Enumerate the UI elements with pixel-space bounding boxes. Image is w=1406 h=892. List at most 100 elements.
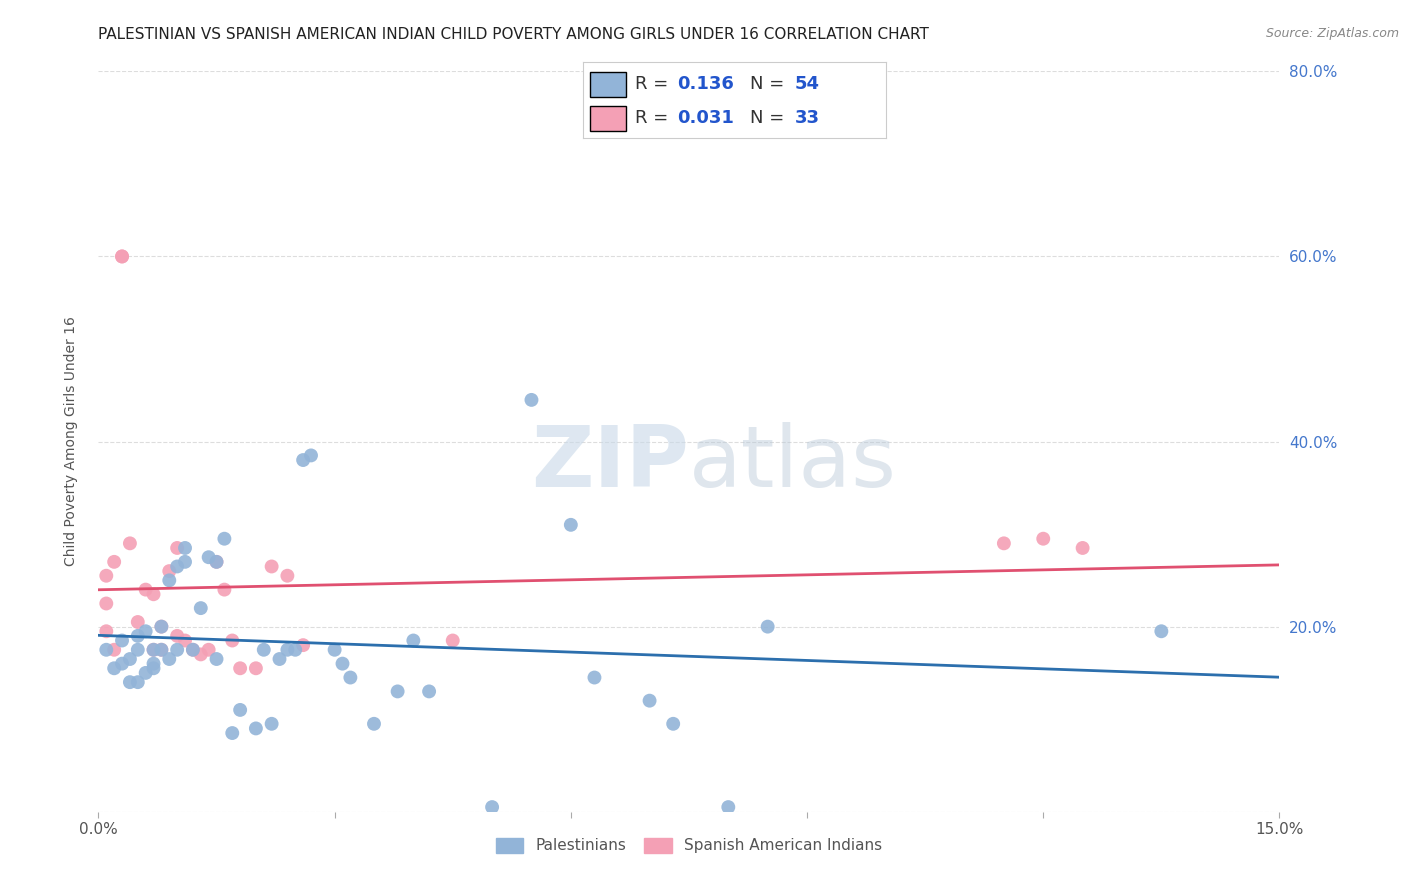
Point [221,726,243,740]
Point [142,642,165,657]
FancyBboxPatch shape [589,106,626,130]
Text: 33: 33 [796,109,820,127]
Point [387,684,409,698]
Point [127,615,149,629]
Point [142,657,165,671]
Point [166,541,188,555]
Point [142,642,165,657]
Point [214,532,236,546]
Point [205,555,228,569]
Point [197,550,219,565]
Point [181,642,204,657]
Point [441,633,464,648]
Point [103,642,125,657]
Point [717,800,740,814]
Legend: Palestinians, Spanish American Indians: Palestinians, Spanish American Indians [489,831,889,860]
Point [260,559,283,574]
Point [583,671,606,685]
Text: 0.136: 0.136 [678,75,734,93]
Point [299,449,322,463]
Point [157,574,180,588]
Point [166,629,188,643]
Point [276,642,298,657]
Point [229,661,252,675]
Text: N =: N = [749,75,790,93]
Point [166,559,188,574]
Text: R =: R = [636,75,673,93]
Point [150,619,173,633]
Point [339,671,361,685]
Text: PALESTINIAN VS SPANISH AMERICAN INDIAN CHILD POVERTY AMONG GIRLS UNDER 16 CORREL: PALESTINIAN VS SPANISH AMERICAN INDIAN C… [98,27,929,42]
Text: 54: 54 [796,75,820,93]
Point [1150,624,1173,639]
Point [269,652,291,666]
Point [205,652,228,666]
FancyBboxPatch shape [589,72,626,96]
Point [756,619,779,633]
Point [292,638,315,652]
Point [127,629,149,643]
Point [103,555,125,569]
Point [157,652,180,666]
Point [332,657,354,671]
Point [118,536,141,550]
Point [174,541,197,555]
Point [118,652,141,666]
Point [481,800,503,814]
Text: Source: ZipAtlas.com: Source: ZipAtlas.com [1265,27,1399,40]
Point [111,250,134,264]
Point [662,716,685,731]
Point [1071,541,1094,555]
Point [993,536,1015,550]
Point [260,716,283,731]
Point [245,661,267,675]
Point [111,657,134,671]
Text: atlas: atlas [689,422,897,505]
Point [142,587,165,601]
Point [284,642,307,657]
Point [1032,532,1054,546]
Point [96,568,118,582]
Point [174,633,197,648]
Point [135,582,157,597]
Point [174,555,197,569]
Point [166,642,188,657]
Point [245,722,267,736]
Point [157,564,180,578]
Point [111,633,134,648]
Point [229,703,252,717]
Point [181,642,204,657]
Point [197,642,219,657]
Text: R =: R = [636,109,673,127]
Y-axis label: Child Poverty Among Girls Under 16: Child Poverty Among Girls Under 16 [63,317,77,566]
Point [96,642,118,657]
Point [205,555,228,569]
Point [363,716,385,731]
Point [118,675,141,690]
Point [323,642,346,657]
Text: ZIP: ZIP [531,422,689,505]
Point [402,633,425,648]
Point [276,568,298,582]
Point [127,642,149,657]
Point [638,694,661,708]
Point [96,624,118,639]
Point [135,624,157,639]
Point [150,642,173,657]
Point [150,619,173,633]
Point [292,453,315,467]
Point [418,684,440,698]
Point [221,633,243,648]
Point [135,665,157,680]
Point [190,601,212,615]
Point [96,597,118,611]
Point [560,517,582,532]
Point [142,661,165,675]
Point [111,250,134,264]
Text: N =: N = [749,109,790,127]
Point [214,582,236,597]
Point [127,675,149,690]
Text: 0.031: 0.031 [678,109,734,127]
Point [103,661,125,675]
Point [520,392,543,407]
